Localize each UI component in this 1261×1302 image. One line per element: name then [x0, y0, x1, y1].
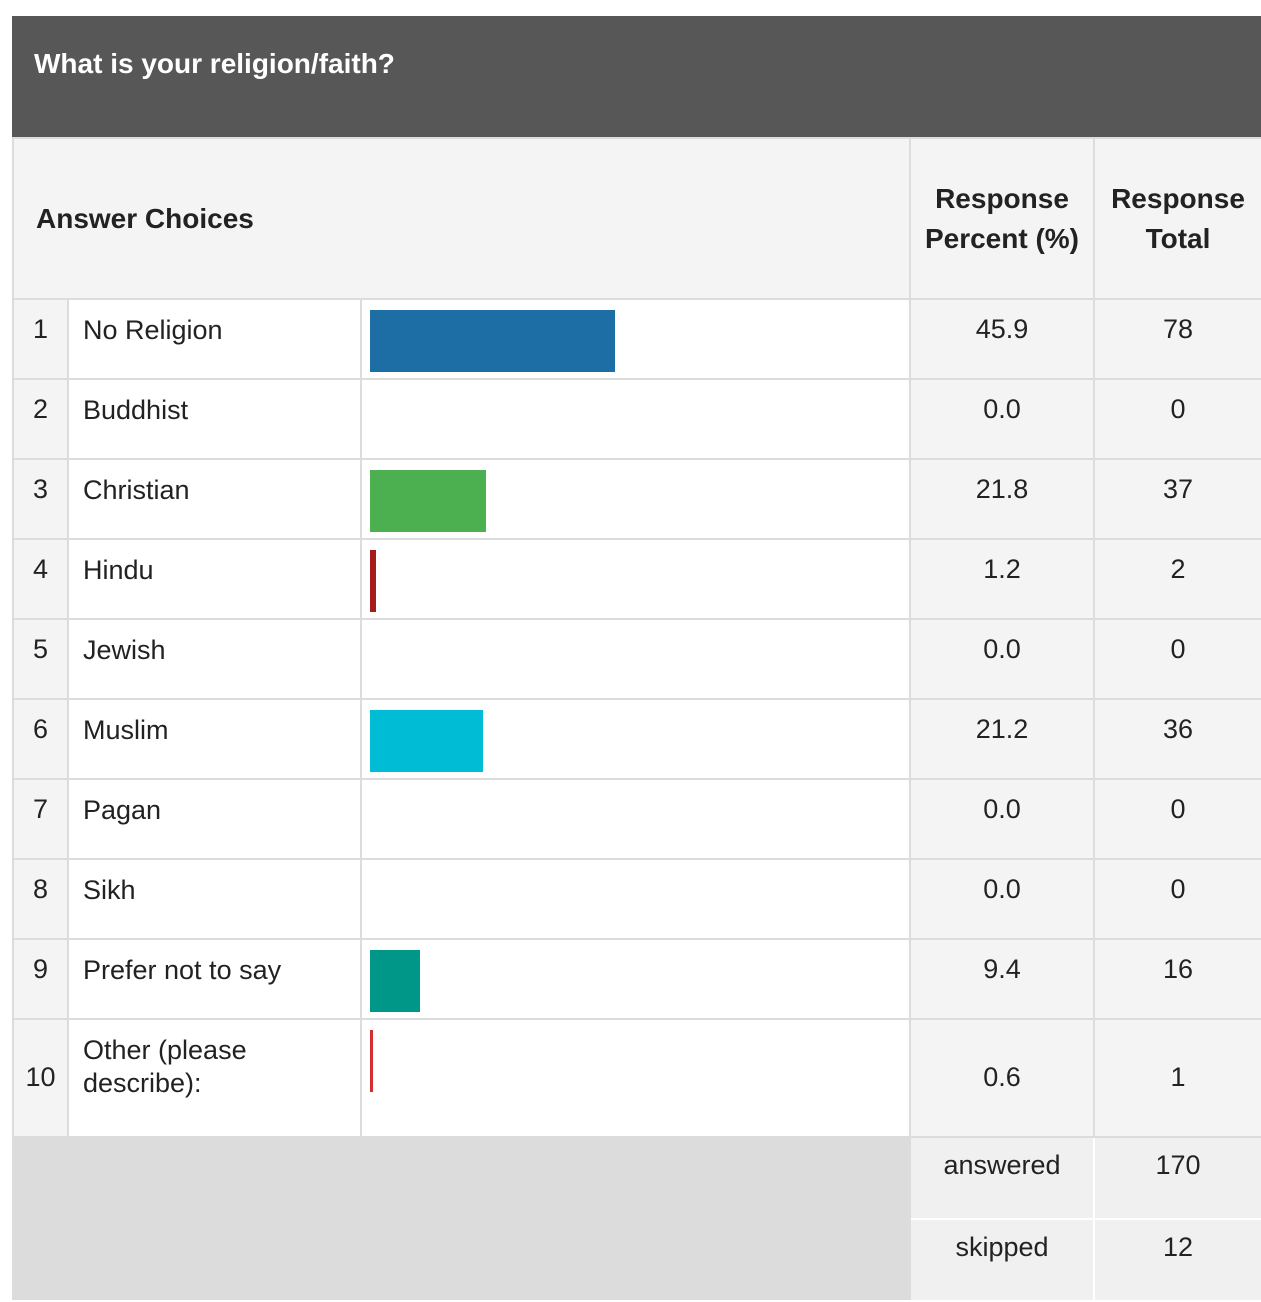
response-total: 78	[1093, 298, 1261, 380]
bar-cell	[360, 618, 911, 700]
answer-label: Buddhist	[67, 378, 362, 460]
result-row: 6 Muslim 21.2 36	[12, 698, 1261, 780]
response-total: 1	[1093, 1018, 1261, 1138]
row-number: 10	[12, 1018, 69, 1138]
result-row: 10 Other (please describe): 0.6 1	[12, 1018, 1261, 1138]
response-percent: 0.0	[909, 778, 1095, 860]
footer-value: 12	[1093, 1218, 1261, 1302]
header-row: Answer Choices Response Percent (%) Resp…	[12, 137, 1261, 300]
response-total: 0	[1093, 618, 1261, 700]
answer-label: Hindu	[67, 538, 362, 620]
row-number: 2	[12, 378, 69, 460]
row-number: 1	[12, 298, 69, 380]
bar	[370, 310, 615, 372]
column-header: Response Total	[1093, 137, 1261, 300]
response-total: 0	[1093, 378, 1261, 460]
footer-blank	[12, 1136, 911, 1302]
response-percent: 0.0	[909, 618, 1095, 700]
response-percent: 21.8	[909, 458, 1095, 540]
results-table: Answer Choices Response Percent (%) Resp…	[12, 137, 1261, 1302]
bar-cell	[360, 298, 911, 380]
result-row: 1 No Religion 45.9 78	[12, 298, 1261, 380]
bar-cell	[360, 538, 911, 620]
result-row: 8 Sikh 0.0 0	[12, 858, 1261, 940]
footer-label: answered	[909, 1136, 1095, 1220]
answer-label: Prefer not to say	[67, 938, 362, 1020]
column-header: Response Percent (%)	[909, 137, 1095, 300]
table-body: 1 No Religion 45.9 78 2 Buddhist 0.0 0 3 Christia…	[12, 298, 1261, 1302]
response-total: 0	[1093, 858, 1261, 940]
row-number: 3	[12, 458, 69, 540]
row-number: 5	[12, 618, 69, 700]
bar-cell	[360, 778, 911, 860]
response-total: 37	[1093, 458, 1261, 540]
answer-label: Christian	[67, 458, 362, 540]
answer-label: No Religion	[67, 298, 362, 380]
response-total: 16	[1093, 938, 1261, 1020]
row-number: 6	[12, 698, 69, 780]
bar-cell	[360, 858, 911, 940]
response-percent: 0.0	[909, 378, 1095, 460]
result-row: 7 Pagan 0.0 0	[12, 778, 1261, 860]
bar	[370, 550, 377, 612]
bar-cell	[360, 1018, 911, 1138]
response-percent: 21.2	[909, 698, 1095, 780]
response-percent: 9.4	[909, 938, 1095, 1020]
answer-label: Muslim	[67, 698, 362, 780]
footer-row: answered 170	[12, 1136, 1261, 1302]
bar	[370, 470, 487, 532]
row-number: 9	[12, 938, 69, 1020]
bar	[370, 950, 421, 1012]
result-row: 3 Christian 21.8 37	[12, 458, 1261, 540]
row-number: 8	[12, 858, 69, 940]
column-header: Answer Choices	[12, 137, 911, 300]
bar-cell	[360, 458, 911, 540]
response-percent: 45.9	[909, 298, 1095, 380]
footer-label: skipped	[909, 1218, 1095, 1302]
row-number: 7	[12, 778, 69, 860]
row-number: 4	[12, 538, 69, 620]
result-row: 9 Prefer not to say 9.4 16	[12, 938, 1261, 1020]
result-row: 5 Jewish 0.0 0	[12, 618, 1261, 700]
bar-cell	[360, 378, 911, 460]
response-total: 0	[1093, 778, 1261, 860]
response-total: 2	[1093, 538, 1261, 620]
answer-label: Jewish	[67, 618, 362, 700]
bar-cell	[360, 698, 911, 780]
response-percent: 0.0	[909, 858, 1095, 940]
footer-row: skipped 12	[13, 1218, 1261, 1302]
bar	[370, 710, 483, 772]
bar	[370, 1030, 374, 1092]
answer-label: Sikh	[67, 858, 362, 940]
survey-panel: What is your religion/faith? Answer Choi…	[12, 16, 1261, 1302]
response-percent: 1.2	[909, 538, 1095, 620]
bar-cell	[360, 938, 911, 1020]
result-row: 4 Hindu 1.2 2	[12, 538, 1261, 620]
result-row: 2 Buddhist 0.0 0	[12, 378, 1261, 460]
answer-label: Other (please describe):	[67, 1018, 362, 1138]
response-percent: 0.6	[909, 1018, 1095, 1138]
footer-value: 170	[1093, 1136, 1261, 1220]
response-total: 36	[1093, 698, 1261, 780]
answer-label: Pagan	[67, 778, 362, 860]
question-title: What is your religion/faith?	[12, 16, 1261, 137]
